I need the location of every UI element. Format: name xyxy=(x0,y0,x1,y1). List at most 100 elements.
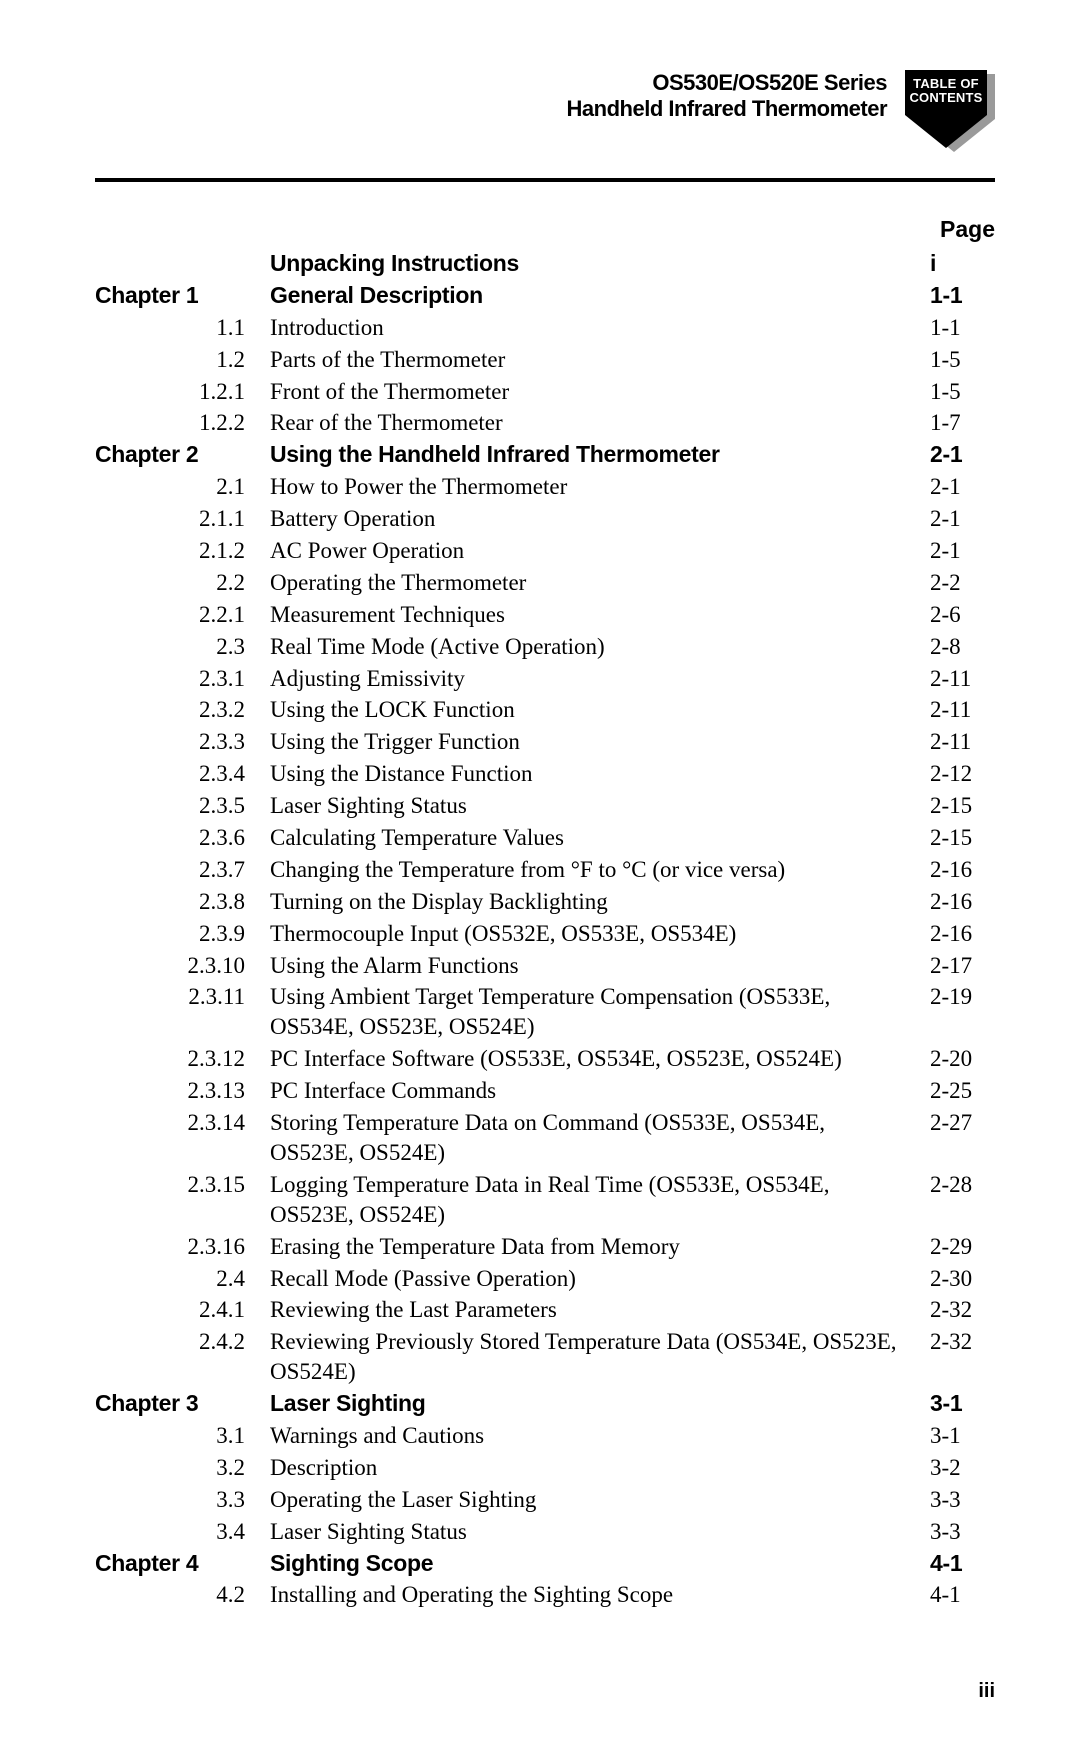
toc-badge-line1: TABLE OF xyxy=(905,77,987,91)
toc-row-title: Adjusting Emissivity xyxy=(270,664,930,694)
toc-row-title: Using the Distance Function xyxy=(270,759,930,789)
toc-row-title: Rear of the Thermometer xyxy=(270,408,930,438)
toc-row: 2.3.7Changing the Temperature from °F to… xyxy=(95,855,995,885)
toc-row-number: 2.4.2 xyxy=(95,1327,270,1357)
toc-row-title: Battery Operation xyxy=(270,504,930,534)
toc-row-title: Calculating Temperature Values xyxy=(270,823,930,853)
toc-row-number: 2.4 xyxy=(95,1264,270,1294)
toc-row-number: 2.3.10 xyxy=(95,951,270,981)
toc-row-number: 3.2 xyxy=(95,1453,270,1483)
toc-row-page: 3-3 xyxy=(930,1517,995,1547)
toc-row-title: Changing the Temperature from °F to °C (… xyxy=(270,855,930,885)
toc-row: Chapter 3Laser Sighting3-1 xyxy=(95,1389,995,1419)
toc-row-page: 2-1 xyxy=(930,536,995,566)
toc-row: 2.3.10Using the Alarm Functions2-17 xyxy=(95,951,995,981)
toc-row: 2.2Operating the Thermometer2-2 xyxy=(95,568,995,598)
toc-row: 2.3.12PC Interface Software (OS533E, OS5… xyxy=(95,1044,995,1074)
toc-row: 2.3.11Using Ambient Target Temperature C… xyxy=(95,982,995,1042)
toc-row-page: 2-30 xyxy=(930,1264,995,1294)
toc-row-number: 2.3.16 xyxy=(95,1232,270,1262)
toc-row: Chapter 2Using the Handheld Infrared The… xyxy=(95,440,995,470)
toc-row-title: Thermocouple Input (OS532E, OS533E, OS53… xyxy=(270,919,930,949)
toc-row-number: Chapter 3 xyxy=(95,1389,270,1419)
toc-row-title: Reviewing the Last Parameters xyxy=(270,1295,930,1325)
toc-row-number: Chapter 4 xyxy=(95,1549,270,1579)
toc-row-title: General Description xyxy=(270,281,930,311)
toc-row-page: 2-6 xyxy=(930,600,995,630)
toc-row-title: Warnings and Cautions xyxy=(270,1421,930,1451)
toc-row-page: 2-16 xyxy=(930,855,995,885)
toc-row-page: 2-12 xyxy=(930,759,995,789)
toc-row: Chapter 4Sighting Scope4-1 xyxy=(95,1549,995,1579)
toc-row: 2.3.13PC Interface Commands2-25 xyxy=(95,1076,995,1106)
toc-row-title: AC Power Operation xyxy=(270,536,930,566)
toc-row: 3.2Description3-2 xyxy=(95,1453,995,1483)
toc-row: 1.2.2Rear of the Thermometer1-7 xyxy=(95,408,995,438)
toc-row: 1.2Parts of the Thermometer1-5 xyxy=(95,345,995,375)
toc-row: Unpacking Instructionsi xyxy=(95,249,995,279)
toc-row-title: Reviewing Previously Stored Temperature … xyxy=(270,1327,930,1387)
document-title-block: OS530E/OS520E Series Handheld Infrared T… xyxy=(567,70,887,123)
toc-row-title: Laser Sighting xyxy=(270,1389,930,1419)
toc-row-page: 4-1 xyxy=(930,1549,995,1579)
toc-row: 4.2Installing and Operating the Sighting… xyxy=(95,1580,995,1610)
toc-row-page: 4-1 xyxy=(930,1580,995,1610)
toc-row-number: 1.2.1 xyxy=(95,377,270,407)
toc-row-page: 2-15 xyxy=(930,823,995,853)
toc-row-page: 2-11 xyxy=(930,695,995,725)
toc-row: 3.3Operating the Laser Sighting3-3 xyxy=(95,1485,995,1515)
toc-row: 2.3Real Time Mode (Active Operation)2-8 xyxy=(95,632,995,662)
toc-row-number: 2.3.4 xyxy=(95,759,270,789)
toc-row-page: 2-20 xyxy=(930,1044,995,1074)
toc-row-title: Storing Temperature Data on Command (OS5… xyxy=(270,1108,930,1168)
toc-row-page: 2-11 xyxy=(930,664,995,694)
toc-row-number: 2.1 xyxy=(95,472,270,502)
toc-row-page: 2-32 xyxy=(930,1295,995,1325)
toc-row-number: 2.3.15 xyxy=(95,1170,270,1200)
toc-row-title: Measurement Techniques xyxy=(270,600,930,630)
toc-row-page: 3-3 xyxy=(930,1485,995,1515)
toc-row-title: Real Time Mode (Active Operation) xyxy=(270,632,930,662)
toc-row: 2.3.1Adjusting Emissivity2-11 xyxy=(95,664,995,694)
toc-row-title: Introduction xyxy=(270,313,930,343)
toc-row-page: 2-2 xyxy=(930,568,995,598)
toc-row-title: Using the Handheld Infrared Thermometer xyxy=(270,440,930,470)
toc-row-number: 3.3 xyxy=(95,1485,270,1515)
toc-row-number: 2.3.7 xyxy=(95,855,270,885)
toc-row-number: 2.4.1 xyxy=(95,1295,270,1325)
toc-row: 2.3.4Using the Distance Function2-12 xyxy=(95,759,995,789)
toc-row-number: 2.3.11 xyxy=(95,982,270,1012)
toc-row-title: Using the LOCK Function xyxy=(270,695,930,725)
toc-badge-line2: CONTENTS xyxy=(905,91,987,105)
toc-row: 2.3.5Laser Sighting Status2-15 xyxy=(95,791,995,821)
page: OS530E/OS520E Series Handheld Infrared T… xyxy=(0,0,1080,1743)
toc-row: 2.3.8Turning on the Display Backlighting… xyxy=(95,887,995,917)
toc-row: 2.3.6Calculating Temperature Values2-15 xyxy=(95,823,995,853)
toc-badge: TABLE OF CONTENTS xyxy=(905,70,995,160)
toc-row-title: Installing and Operating the Sighting Sc… xyxy=(270,1580,930,1610)
toc-row-page: 2-11 xyxy=(930,727,995,757)
toc-row-number: 2.1.2 xyxy=(95,536,270,566)
toc-row-page: 2-15 xyxy=(930,791,995,821)
toc-row-number: 2.2 xyxy=(95,568,270,598)
toc-row-number: 1.1 xyxy=(95,313,270,343)
toc-row-title: Erasing the Temperature Data from Memory xyxy=(270,1232,930,1262)
toc-row: 2.3.15Logging Temperature Data in Real T… xyxy=(95,1170,995,1230)
toc-row-number: 2.3.8 xyxy=(95,887,270,917)
document-title-line1: OS530E/OS520E Series xyxy=(567,70,887,96)
toc-row-title: PC Interface Software (OS533E, OS534E, O… xyxy=(270,1044,930,1074)
toc-row-page: 2-1 xyxy=(930,440,995,470)
toc-row-page: 2-1 xyxy=(930,472,995,502)
toc-row-page: 1-1 xyxy=(930,281,995,311)
toc-row-number: 2.3.1 xyxy=(95,664,270,694)
toc-row-number: 2.3.3 xyxy=(95,727,270,757)
toc-row-title: Laser Sighting Status xyxy=(270,1517,930,1547)
toc-row-page: 2-19 xyxy=(930,982,995,1012)
toc-row-number: 2.3.14 xyxy=(95,1108,270,1138)
toc-row: 3.4Laser Sighting Status3-3 xyxy=(95,1517,995,1547)
toc-row-title: Using Ambient Target Temperature Compens… xyxy=(270,982,930,1042)
toc-row-page: 1-1 xyxy=(930,313,995,343)
toc-row-page: 2-32 xyxy=(930,1327,995,1357)
toc-row: 2.3.3Using the Trigger Function2-11 xyxy=(95,727,995,757)
toc-row: Chapter 1General Description1-1 xyxy=(95,281,995,311)
